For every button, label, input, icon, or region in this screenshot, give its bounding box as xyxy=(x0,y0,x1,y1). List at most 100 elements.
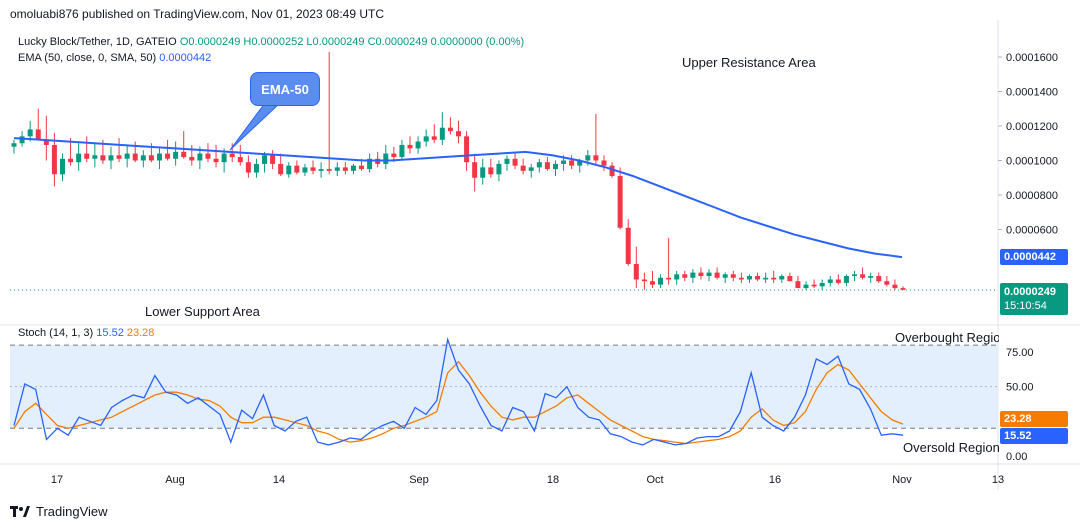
candle-body xyxy=(51,144,57,175)
stoch-label: Stoch (14, 1, 3) xyxy=(18,327,94,339)
candle-body xyxy=(76,153,82,163)
candle-body xyxy=(528,167,534,171)
candle-body xyxy=(124,153,130,159)
candle-body xyxy=(229,153,235,158)
candle-body xyxy=(59,158,65,175)
candle-body xyxy=(763,277,769,280)
price-tick-label: 0.0000800 xyxy=(1006,190,1058,202)
candle-body xyxy=(132,153,138,161)
candle-body xyxy=(245,162,251,173)
stoch-k-tag-value: 15.52 xyxy=(1004,430,1032,442)
candle-body xyxy=(512,158,518,166)
candle-body xyxy=(383,153,389,164)
candle-body xyxy=(431,136,437,140)
candle-body xyxy=(552,163,558,170)
candle-body xyxy=(68,158,74,163)
candle-body xyxy=(399,144,405,158)
ema-50-line xyxy=(13,137,903,259)
tradingview-brand[interactable]: TradingView xyxy=(10,504,108,519)
candle-body xyxy=(173,151,179,159)
countdown-timer: 15:10:54 xyxy=(1004,300,1047,312)
candle-body xyxy=(690,272,696,278)
candle-body xyxy=(302,167,308,173)
candle-body xyxy=(310,167,316,171)
candle-body xyxy=(11,143,17,147)
candle-body xyxy=(407,144,413,149)
candle-body xyxy=(698,272,704,277)
upper-resistance-label: Upper Resistance Area xyxy=(682,55,816,70)
candle-body xyxy=(884,281,890,285)
oversold-label: Oversold Region xyxy=(903,440,999,455)
candle-body xyxy=(593,155,599,161)
candle-body xyxy=(827,279,833,283)
ema-callout-label: EMA-50 xyxy=(261,81,309,97)
candle-body xyxy=(682,274,688,278)
candle-body xyxy=(771,277,777,280)
time-tick-label: 14 xyxy=(273,474,285,486)
stoch-tick-label: 0.00 xyxy=(1006,451,1027,463)
time-tick-label: Oct xyxy=(646,474,663,486)
candle-body xyxy=(633,263,639,280)
ema-callout-pointer xyxy=(229,102,282,151)
ohlc-values: O0.0000249 H0.0000252 L0.0000249 C0.0000… xyxy=(179,36,525,48)
price-tick-label: 0.0001000 xyxy=(1006,155,1058,167)
candle-body xyxy=(334,167,340,171)
candle-body xyxy=(852,274,858,277)
candle-body xyxy=(658,277,664,285)
candle-body xyxy=(326,169,332,171)
candle-body xyxy=(577,160,583,166)
ema-legend: EMA (50, close, 0, SMA, 50) 0.0000442 xyxy=(18,52,211,64)
candle-body xyxy=(27,129,33,137)
symbol-name: Lucky Block/Tether, 1D, GATEIO xyxy=(18,36,177,48)
candle-body xyxy=(148,155,154,161)
ema-price-tag-value: 0.0000442 xyxy=(1004,251,1056,263)
candle-body xyxy=(617,176,623,228)
stoch-k-tag: 15.52 xyxy=(1000,428,1068,444)
tradingview-logo-icon xyxy=(10,505,30,517)
candle-body xyxy=(480,167,486,178)
candle-body xyxy=(92,155,98,159)
candle-body xyxy=(447,127,453,132)
price-tick-label: 0.0001400 xyxy=(1006,86,1058,98)
stoch-tick-label: 75.00 xyxy=(1006,347,1034,359)
candle-body xyxy=(140,155,146,161)
candle-body xyxy=(294,165,300,173)
candle-body xyxy=(520,165,526,171)
candle-body xyxy=(439,127,445,140)
candle-body xyxy=(84,153,90,159)
candle-body xyxy=(253,163,259,173)
candle-body xyxy=(189,157,195,161)
price-tick-label: 0.0001200 xyxy=(1006,121,1058,133)
candle-body xyxy=(536,162,542,168)
candle-body xyxy=(892,284,898,289)
candle-body xyxy=(714,272,720,278)
candle-body xyxy=(116,155,122,159)
candle-body xyxy=(868,276,874,278)
candle-body xyxy=(318,169,324,171)
candle-body xyxy=(391,153,397,158)
candle-body xyxy=(496,163,502,175)
time-tick-label: 17 xyxy=(51,474,63,486)
candle-body xyxy=(609,165,615,177)
stoch-band-fill xyxy=(10,345,998,429)
time-tick-label: Sep xyxy=(409,474,429,486)
candle-body xyxy=(561,160,567,164)
candle-body xyxy=(181,151,187,158)
candle-body xyxy=(100,155,106,161)
candle-body xyxy=(464,136,470,163)
time-tick-label: 16 xyxy=(769,474,781,486)
candle-body xyxy=(674,274,680,280)
candle-body xyxy=(860,274,866,278)
candle-body xyxy=(876,276,882,282)
candle-body xyxy=(795,281,801,289)
candle-body xyxy=(197,153,203,161)
candle-body xyxy=(706,272,712,277)
stoch-tick-label: 50.00 xyxy=(1006,382,1034,394)
candle-body xyxy=(213,158,219,163)
publisher-line: omoluabi876 published on TradingView.com… xyxy=(10,7,385,21)
candle-body xyxy=(237,157,243,163)
candle-body xyxy=(585,155,591,161)
candle-body xyxy=(156,153,162,161)
stoch-k-line xyxy=(13,336,904,446)
